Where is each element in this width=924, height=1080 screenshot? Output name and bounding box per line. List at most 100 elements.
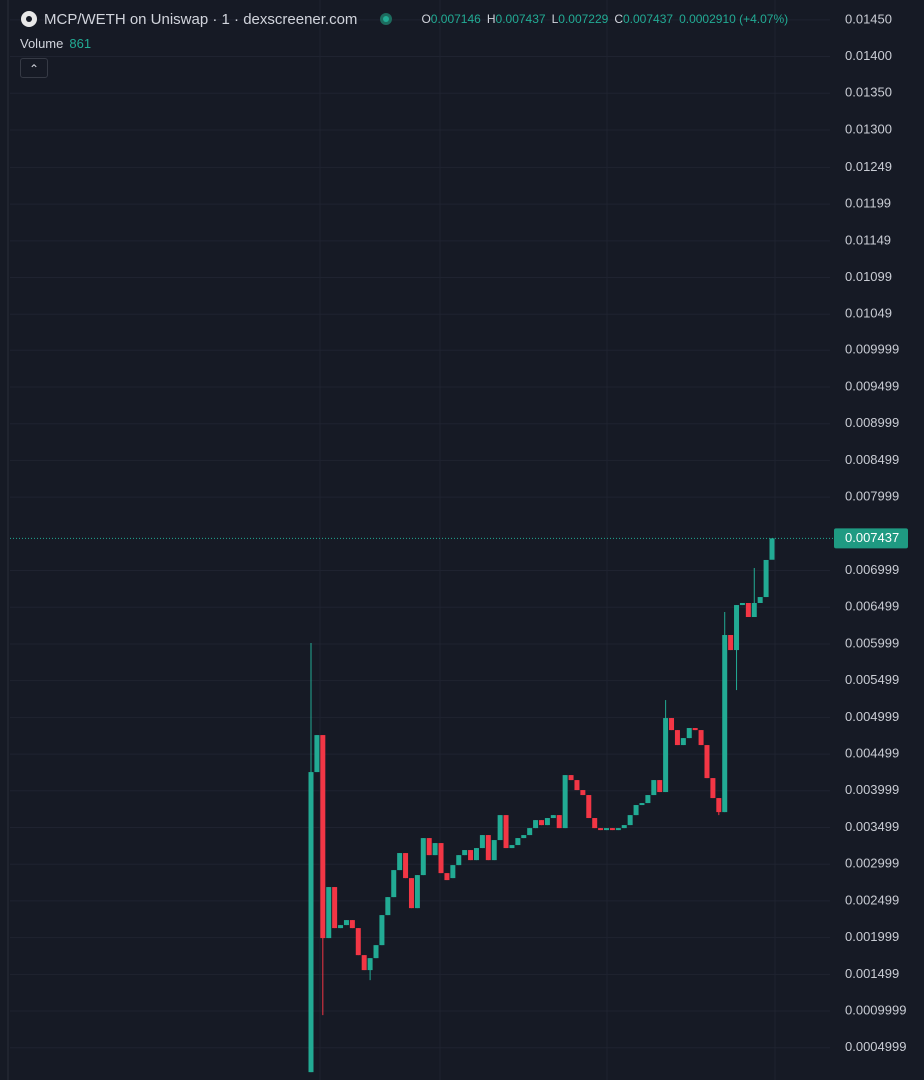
candle-body <box>739 602 745 606</box>
candle-body <box>763 559 769 598</box>
candle-body <box>361 955 367 971</box>
y-tick-label: 0.006499 <box>845 599 899 614</box>
ohlc-item: H0.007437 <box>487 12 546 26</box>
y-tick-label: 0.009999 <box>845 342 899 357</box>
candle-body <box>527 828 533 836</box>
candle-body <box>397 853 403 871</box>
candle-body <box>332 887 338 929</box>
y-tick-label: 0.003999 <box>845 782 899 797</box>
candle-body <box>674 730 680 746</box>
candle-body <box>609 828 615 831</box>
candle-body <box>745 602 751 618</box>
y-tick-label: 0.01400 <box>845 48 892 63</box>
y-tick-label: 0.01149 <box>845 232 891 247</box>
candle-body <box>473 848 479 861</box>
ohlc-legend: O0.007146 H0.007437 L0.007229 C0.007437 … <box>421 12 788 26</box>
y-tick-label: 0.0004999 <box>845 1039 906 1054</box>
candle-body <box>698 730 704 746</box>
volume-legend: Volume 861 <box>20 36 91 51</box>
candle-body <box>462 850 468 856</box>
candle-body <box>621 825 627 829</box>
candle-body <box>751 602 757 618</box>
candle-body <box>450 865 456 879</box>
y-tick-label: 0.01199 <box>845 196 891 211</box>
candle-body <box>438 843 444 874</box>
y-tick-label: 0.01099 <box>845 269 892 284</box>
price-label: 0.007437 <box>845 530 899 545</box>
candle-body <box>373 945 379 959</box>
candle-body <box>503 815 509 849</box>
candle-body <box>663 718 669 793</box>
candle-body <box>680 738 686 746</box>
ohlc-item: O0.007146 <box>421 12 480 26</box>
candle-body <box>586 795 592 819</box>
candle-body <box>420 838 426 876</box>
candle-body <box>379 915 385 946</box>
volume-label: Volume <box>20 36 64 51</box>
candle-body <box>444 873 450 881</box>
candle-body <box>349 920 355 929</box>
header: MCP/WETH on Uniswap · 1 · dexscreener.co… <box>20 10 788 28</box>
candle-body <box>592 818 598 829</box>
candle-body <box>456 855 462 866</box>
candle-body <box>320 735 326 939</box>
ohlc-value: 0.007437 <box>495 12 546 26</box>
candle-body <box>544 818 550 826</box>
candle-body <box>468 850 474 861</box>
candle-body <box>716 798 722 813</box>
candle-body <box>414 875 420 909</box>
y-tick-label: 0.001499 <box>845 966 899 981</box>
candle-body <box>432 843 438 856</box>
candle-body <box>385 897 391 916</box>
candle-body <box>633 805 639 816</box>
change: 0.0002910 (+4.07%) <box>679 12 789 26</box>
y-tick-label: 0.008499 <box>845 452 899 467</box>
volume-value: 861 <box>69 36 92 51</box>
candle-body <box>426 838 432 856</box>
candle-body <box>343 920 349 926</box>
y-tick-label: 0.007999 <box>845 489 899 504</box>
candle-body <box>686 728 692 739</box>
y-tick-label: 0.01350 <box>845 85 892 100</box>
y-tick-label: 0.01049 <box>845 306 892 321</box>
candle-body <box>403 853 409 879</box>
candle-body <box>734 605 740 651</box>
candle-body <box>408 878 414 909</box>
ohlc-key: H <box>486 12 496 26</box>
y-tick-label: 0.002499 <box>845 892 899 907</box>
candle-body <box>497 815 503 841</box>
collapse-button[interactable]: ⌃ <box>20 58 48 78</box>
token-icon <box>21 11 37 27</box>
candle-body <box>710 778 716 799</box>
candle-body <box>651 780 657 796</box>
candle-body <box>769 538 775 560</box>
candle-body <box>574 780 580 791</box>
candle-body <box>491 840 497 861</box>
y-tick-label: 0.01249 <box>845 159 892 174</box>
candle-body <box>639 803 645 806</box>
candle-body <box>391 870 397 898</box>
y-tick-label: 0.01450 <box>845 11 892 26</box>
y-tick-label: 0.002999 <box>845 856 899 871</box>
y-tick-label: 0.004999 <box>845 709 899 724</box>
y-tick-label: 0.009499 <box>845 378 899 393</box>
y-tick-label: 0.008999 <box>845 415 899 430</box>
y-tick-label: 0.004499 <box>845 746 899 761</box>
candle-body <box>598 828 604 831</box>
y-tick-label: 0.005499 <box>845 672 899 687</box>
ohlc-key: L <box>551 12 559 26</box>
candle-body <box>645 795 651 804</box>
candle-body <box>556 815 562 829</box>
candle-body <box>562 775 568 829</box>
candle-body <box>509 845 515 849</box>
candle-body <box>704 745 710 779</box>
header-title: MCP/WETH on Uniswap · 1 · dexscreener.co… <box>44 10 358 28</box>
candle-body <box>550 815 556 819</box>
y-tick-label: 0.006999 <box>845 562 899 577</box>
candle-body <box>722 635 728 813</box>
candle-body <box>515 838 521 846</box>
candle-body <box>627 815 633 826</box>
ohlc-item: L0.007229 <box>552 12 609 26</box>
candle-body <box>568 775 574 781</box>
